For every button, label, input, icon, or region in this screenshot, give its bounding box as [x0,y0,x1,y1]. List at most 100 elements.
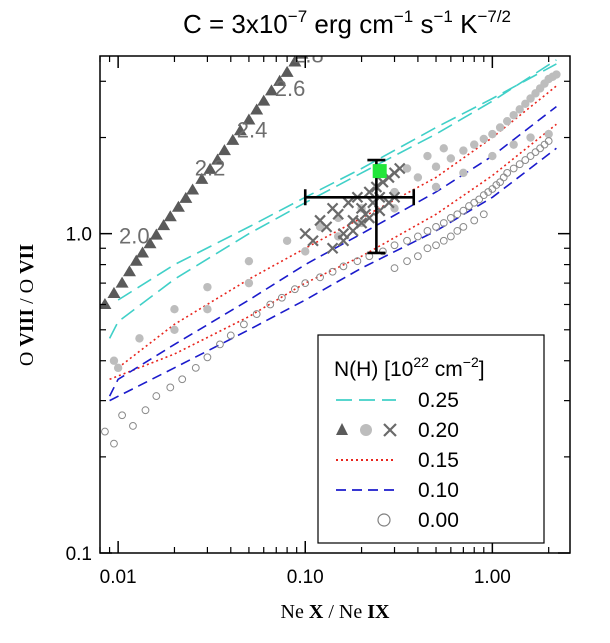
triangle-point [186,183,200,195]
open-circle-point [515,160,524,169]
filled-circle-point [502,116,512,126]
series-line-4 [108,105,557,397]
triangle-point [115,276,129,288]
open-circle-point [191,363,200,372]
legend-label: 0.00 [418,509,459,532]
cross-stroke [332,208,344,221]
open-circle-point [439,219,448,227]
legend-entry: 0.20 [336,419,459,442]
triangle-point [280,65,294,77]
chart-title: C = 3x10−7 erg cm−1 s−1 K−7/2 [183,7,511,39]
x-tick-label: 0.10 [287,567,324,588]
open-circle-point [499,173,508,182]
open-circle-point [166,383,175,392]
cross-stroke [342,196,355,209]
legend-label: 0.10 [418,479,459,502]
open-circle-point [413,252,422,261]
open-circle-point [470,198,479,207]
filled-circle-point [170,325,179,334]
cross-point [326,242,339,255]
open-circle-point [252,310,261,318]
open-circle-point [301,279,310,288]
open-circle-point [266,300,275,309]
open-circle-point [475,195,484,204]
triangle-point [303,40,316,51]
open-circle-point [470,216,479,225]
triangle-point [143,237,157,249]
filled-circle-point [431,182,441,192]
legend-circle-icon [360,424,372,436]
x-tick-label: 1.00 [474,567,511,588]
filled-circle-point [479,134,488,144]
open-circle-point [446,214,455,222]
cross-point [307,234,319,247]
filled-circle-point [470,140,479,149]
filled-circle-point [488,129,497,139]
temperature-label: 2.2 [195,156,226,181]
filled-circle-point [203,305,212,314]
triangle-point [273,74,287,86]
open-circle-point [226,331,235,340]
filled-circle-point [244,278,254,288]
filled-circle-point [315,222,325,232]
open-circle-point [453,227,462,235]
triangle-point [179,191,193,203]
triangle-point [217,144,231,156]
cross-point [363,186,376,198]
open-circle-point [439,236,448,245]
cross-point [393,162,406,175]
tick-labels: 0.01 0.10 1.00 0.1 1.0 [66,225,511,588]
legend-cross-icon [383,423,397,437]
open-circle-point [459,206,468,215]
open-circle-point [531,148,540,157]
cross-point [337,234,350,247]
triangle-point [171,200,185,212]
filled-circle-point [488,151,497,161]
open-circle-point [540,140,549,149]
cross-stroke [393,162,406,175]
triangle-point [226,133,240,145]
cross-stroke [347,214,359,227]
open-circle-point [413,232,422,241]
cross-point [347,214,359,227]
triangle-point [288,56,302,67]
cross-stroke [363,186,376,198]
series-line-0 [108,59,557,339]
open-circle-point [459,222,468,231]
open-circle-point [152,392,161,400]
open-circle-point [432,241,440,250]
open-circle-point [118,411,126,420]
series-line-1 [117,63,557,301]
legend-label: 0.25 [418,389,459,412]
open-circle-point [110,439,118,448]
open-circle-point [101,427,109,436]
filled-circle-point [413,173,423,182]
open-circle-point [203,353,212,362]
legend-entries: 0.25 0.20 0.15 0.10 0.00 [336,389,459,532]
open-circle-point [503,168,512,177]
y-tick-label: 0.1 [66,544,92,565]
open-circle-point [178,375,187,384]
filled-circle-point [521,99,530,109]
triangle-point [242,113,256,125]
triangle-point [195,172,209,184]
triangle-point [136,246,150,258]
axes [99,55,571,554]
temperature-label: 2.6 [275,76,306,101]
plot-area: 2.0 2.2 2.4 2.6 2.8 [100,40,561,448]
triangle-point [250,103,264,115]
open-circle-point [423,244,432,253]
filled-circle-point [509,110,518,120]
open-circle-point [390,264,399,273]
x-axis-title: Ne X / Ne IX [281,601,390,623]
open-circle-point [536,144,545,153]
filled-circle-point [459,146,468,155]
triangle-point [122,265,136,277]
cross-stroke [314,214,326,227]
legend-entry: 0.10 [336,479,459,502]
filled-circle-point [431,162,441,171]
open-circle-point [277,293,286,302]
cross-stroke [299,227,312,240]
open-circle-point [479,210,488,219]
cross-stroke [326,202,339,215]
